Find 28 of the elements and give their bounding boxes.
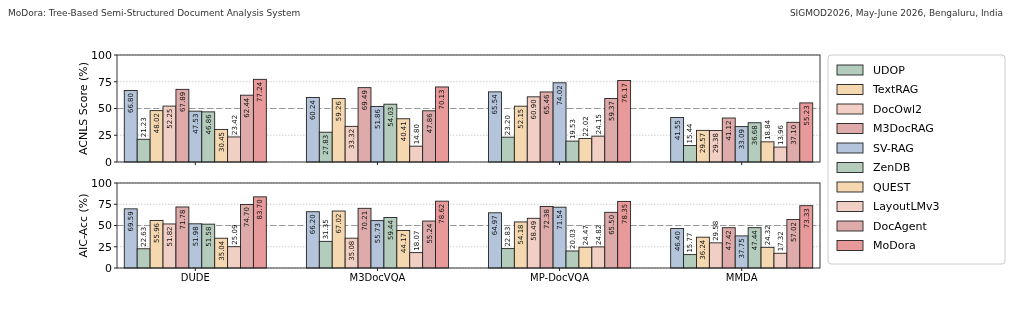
- x-tick-label: M3DocVQA: [349, 272, 406, 283]
- legend-label: DocAgent: [873, 219, 928, 233]
- y-tick-label: 75: [98, 198, 112, 212]
- y-tick-label: 100: [91, 48, 112, 62]
- y-tick-label: 100: [91, 176, 112, 190]
- y-tick-label: 25: [98, 240, 112, 254]
- legend-label: LayoutLMv3: [873, 200, 940, 214]
- y-tick-label: 0: [105, 261, 112, 275]
- y-tick-label: 75: [98, 75, 112, 89]
- legend-label: DocOwl2: [873, 102, 922, 116]
- y-tick-label: 50: [98, 219, 112, 233]
- legend-label: UDOP: [873, 63, 906, 77]
- legend-label: MoDora: [873, 239, 916, 253]
- y-axis-title: ACNLS Score (%): [77, 61, 90, 156]
- legend-label: M3DocRAG: [873, 122, 934, 136]
- y-axis-title: AIC-Acc (%): [77, 193, 90, 258]
- x-tick-label: DUDE: [180, 272, 210, 283]
- y-tick-label: 50: [98, 102, 112, 116]
- legend-label: QUEST: [873, 180, 911, 194]
- text: SIGMOD2026, May-June 2026, Bengaluru, India: [789, 8, 1003, 18]
- text: MoDora: Tree-Based Semi-Structured Document Analysis System: [8, 8, 301, 18]
- legend-label: SV-RAG: [873, 141, 914, 155]
- x-tick-label: MMDA: [725, 272, 758, 283]
- y-tick-label: 25: [98, 129, 112, 143]
- legend-label: TextRAG: [872, 83, 919, 97]
- x-tick-label: MP-DocVQA: [530, 272, 590, 283]
- y-tick-label: 0: [105, 155, 112, 169]
- legend-label: ZenDB: [873, 161, 911, 175]
